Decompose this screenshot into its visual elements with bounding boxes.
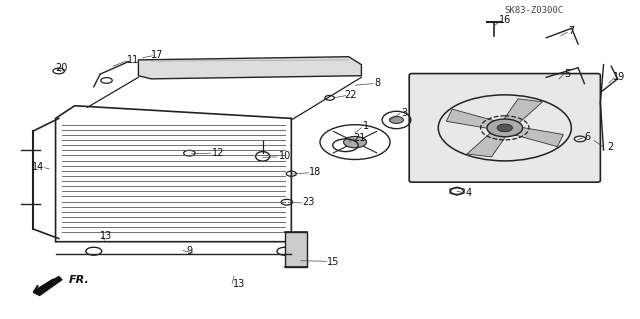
Text: 12: 12: [212, 148, 224, 158]
Text: 3: 3: [401, 108, 407, 118]
FancyBboxPatch shape: [409, 74, 600, 182]
Text: 17: 17: [150, 50, 163, 60]
Text: 5: 5: [564, 69, 570, 79]
Text: 16: 16: [499, 15, 511, 26]
Ellipse shape: [390, 116, 403, 123]
Polygon shape: [138, 57, 362, 79]
Text: 10: 10: [279, 151, 291, 161]
Circle shape: [344, 137, 367, 148]
Text: 15: 15: [326, 257, 339, 267]
Text: 14: 14: [32, 162, 44, 172]
Bar: [285, 232, 307, 267]
Polygon shape: [33, 277, 62, 295]
Polygon shape: [446, 109, 504, 130]
Polygon shape: [506, 125, 563, 147]
Text: 9: 9: [186, 246, 193, 256]
Text: 6: 6: [584, 132, 591, 142]
Text: 8: 8: [374, 78, 380, 88]
Text: 13: 13: [233, 279, 245, 289]
Text: 4: 4: [465, 188, 472, 198]
Text: 22: 22: [344, 90, 357, 100]
Text: 23: 23: [302, 197, 315, 207]
Text: 11: 11: [127, 55, 140, 65]
Polygon shape: [467, 129, 509, 157]
Text: 18: 18: [308, 167, 321, 177]
Text: 21: 21: [353, 133, 365, 143]
Text: 2: 2: [607, 142, 613, 152]
Circle shape: [487, 119, 523, 137]
Text: SK83-Z0300C: SK83-Z0300C: [504, 6, 563, 15]
Text: 1: 1: [363, 121, 369, 131]
Text: FR.: FR.: [68, 275, 89, 285]
Text: 20: 20: [55, 63, 67, 73]
Text: 19: 19: [613, 72, 626, 82]
Polygon shape: [500, 99, 543, 127]
Text: 13: 13: [100, 231, 113, 241]
Text: 7: 7: [568, 26, 575, 36]
Circle shape: [497, 124, 513, 132]
